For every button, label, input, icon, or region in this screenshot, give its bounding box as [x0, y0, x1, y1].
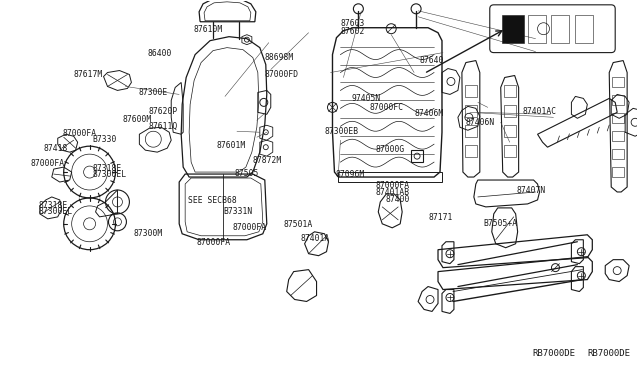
Text: 87096M: 87096M: [336, 170, 365, 179]
Text: 87872M: 87872M: [252, 156, 282, 165]
Text: 87418: 87418: [44, 144, 68, 153]
Bar: [575, 15, 593, 43]
Text: 87617M: 87617M: [73, 70, 102, 79]
Text: 87602: 87602: [341, 27, 365, 36]
Text: SEE SECB68: SEE SECB68: [188, 196, 237, 205]
Text: 87171: 87171: [428, 213, 452, 222]
Text: B7330: B7330: [92, 135, 116, 144]
Text: 87501A: 87501A: [284, 220, 313, 230]
Text: RB7000DE: RB7000DE: [588, 349, 630, 358]
Text: 87318E: 87318E: [38, 201, 67, 210]
Text: 87000FA: 87000FA: [376, 181, 410, 190]
Text: 87000FC: 87000FC: [369, 103, 404, 112]
Text: 87401AC: 87401AC: [522, 108, 557, 116]
Text: 87600M: 87600M: [123, 115, 152, 124]
Text: 87640: 87640: [419, 56, 444, 65]
Text: 86400: 86400: [148, 49, 172, 58]
Text: 87407N: 87407N: [516, 186, 545, 195]
Text: 87300E: 87300E: [139, 88, 168, 97]
Text: 87000FA: 87000FA: [196, 238, 230, 247]
Bar: [502, 15, 524, 43]
Text: 87610M: 87610M: [194, 25, 223, 34]
Text: 87300EB: 87300EB: [325, 127, 359, 136]
Text: 87611Q: 87611Q: [148, 122, 178, 131]
Text: 87318E: 87318E: [92, 164, 122, 173]
Text: B7331N: B7331N: [223, 208, 252, 217]
Text: 87300M: 87300M: [134, 229, 163, 238]
Text: 87401AB: 87401AB: [376, 188, 410, 197]
Text: 87300EL: 87300EL: [92, 170, 127, 179]
Text: 88698M: 88698M: [264, 52, 294, 62]
Text: 87300EL: 87300EL: [38, 208, 72, 217]
Text: RB7000DE: RB7000DE: [532, 349, 576, 358]
Text: 87601M: 87601M: [216, 141, 246, 150]
Text: 87000G: 87000G: [376, 145, 405, 154]
Text: 87620P: 87620P: [148, 108, 178, 116]
Bar: [552, 15, 570, 43]
Text: 87406N: 87406N: [465, 118, 494, 127]
Text: 87400: 87400: [385, 195, 410, 204]
Text: 87000FD: 87000FD: [264, 70, 298, 79]
Text: 87401A: 87401A: [301, 234, 330, 243]
Text: 87603: 87603: [341, 19, 365, 28]
Text: 87406M: 87406M: [414, 109, 444, 118]
Text: 87000FA: 87000FA: [232, 223, 267, 232]
Text: 87000FA: 87000FA: [63, 129, 97, 138]
Text: 87000FA: 87000FA: [31, 158, 65, 167]
Bar: [527, 15, 545, 43]
Text: 87505: 87505: [234, 169, 259, 177]
Text: B7505+A: B7505+A: [483, 218, 517, 228]
Text: 97405N: 97405N: [351, 94, 381, 103]
